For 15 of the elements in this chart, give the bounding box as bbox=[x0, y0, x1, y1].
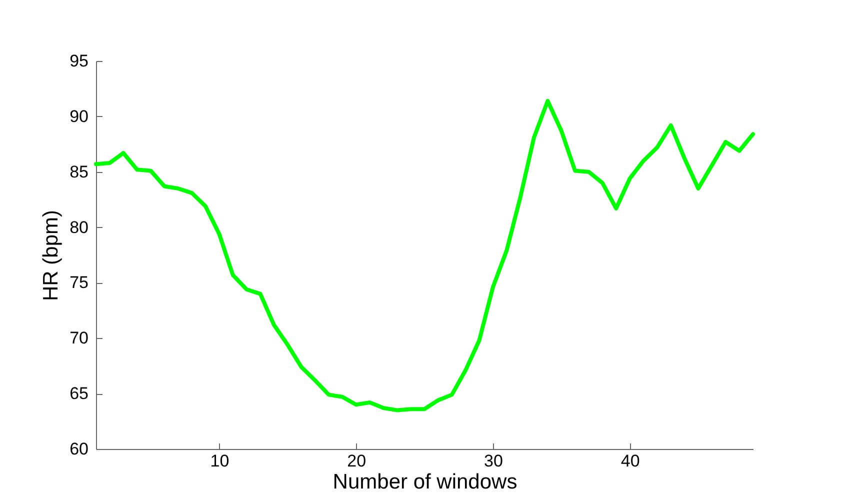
x-tick-label: 10 bbox=[210, 452, 230, 470]
x-tick-label: 20 bbox=[347, 452, 366, 470]
y-tick-label: 60 bbox=[70, 440, 88, 458]
y-tick-label: 90 bbox=[70, 106, 88, 126]
y-axis-title: HR (bpm) bbox=[40, 210, 63, 302]
y-tick-label: 80 bbox=[70, 218, 88, 237]
y-tick-label: 70 bbox=[70, 328, 88, 348]
x-axis-title: Number of windows bbox=[332, 470, 518, 494]
y-tick-label: 75 bbox=[70, 273, 88, 292]
y-tick-label: 95 bbox=[70, 52, 88, 70]
x-tick-label: 30 bbox=[484, 452, 503, 470]
y-tick-label: 65 bbox=[70, 384, 88, 404]
x-tick-label: 40 bbox=[620, 452, 640, 470]
y-tick-label: 85 bbox=[70, 162, 88, 182]
line-series bbox=[94, 98, 755, 412]
